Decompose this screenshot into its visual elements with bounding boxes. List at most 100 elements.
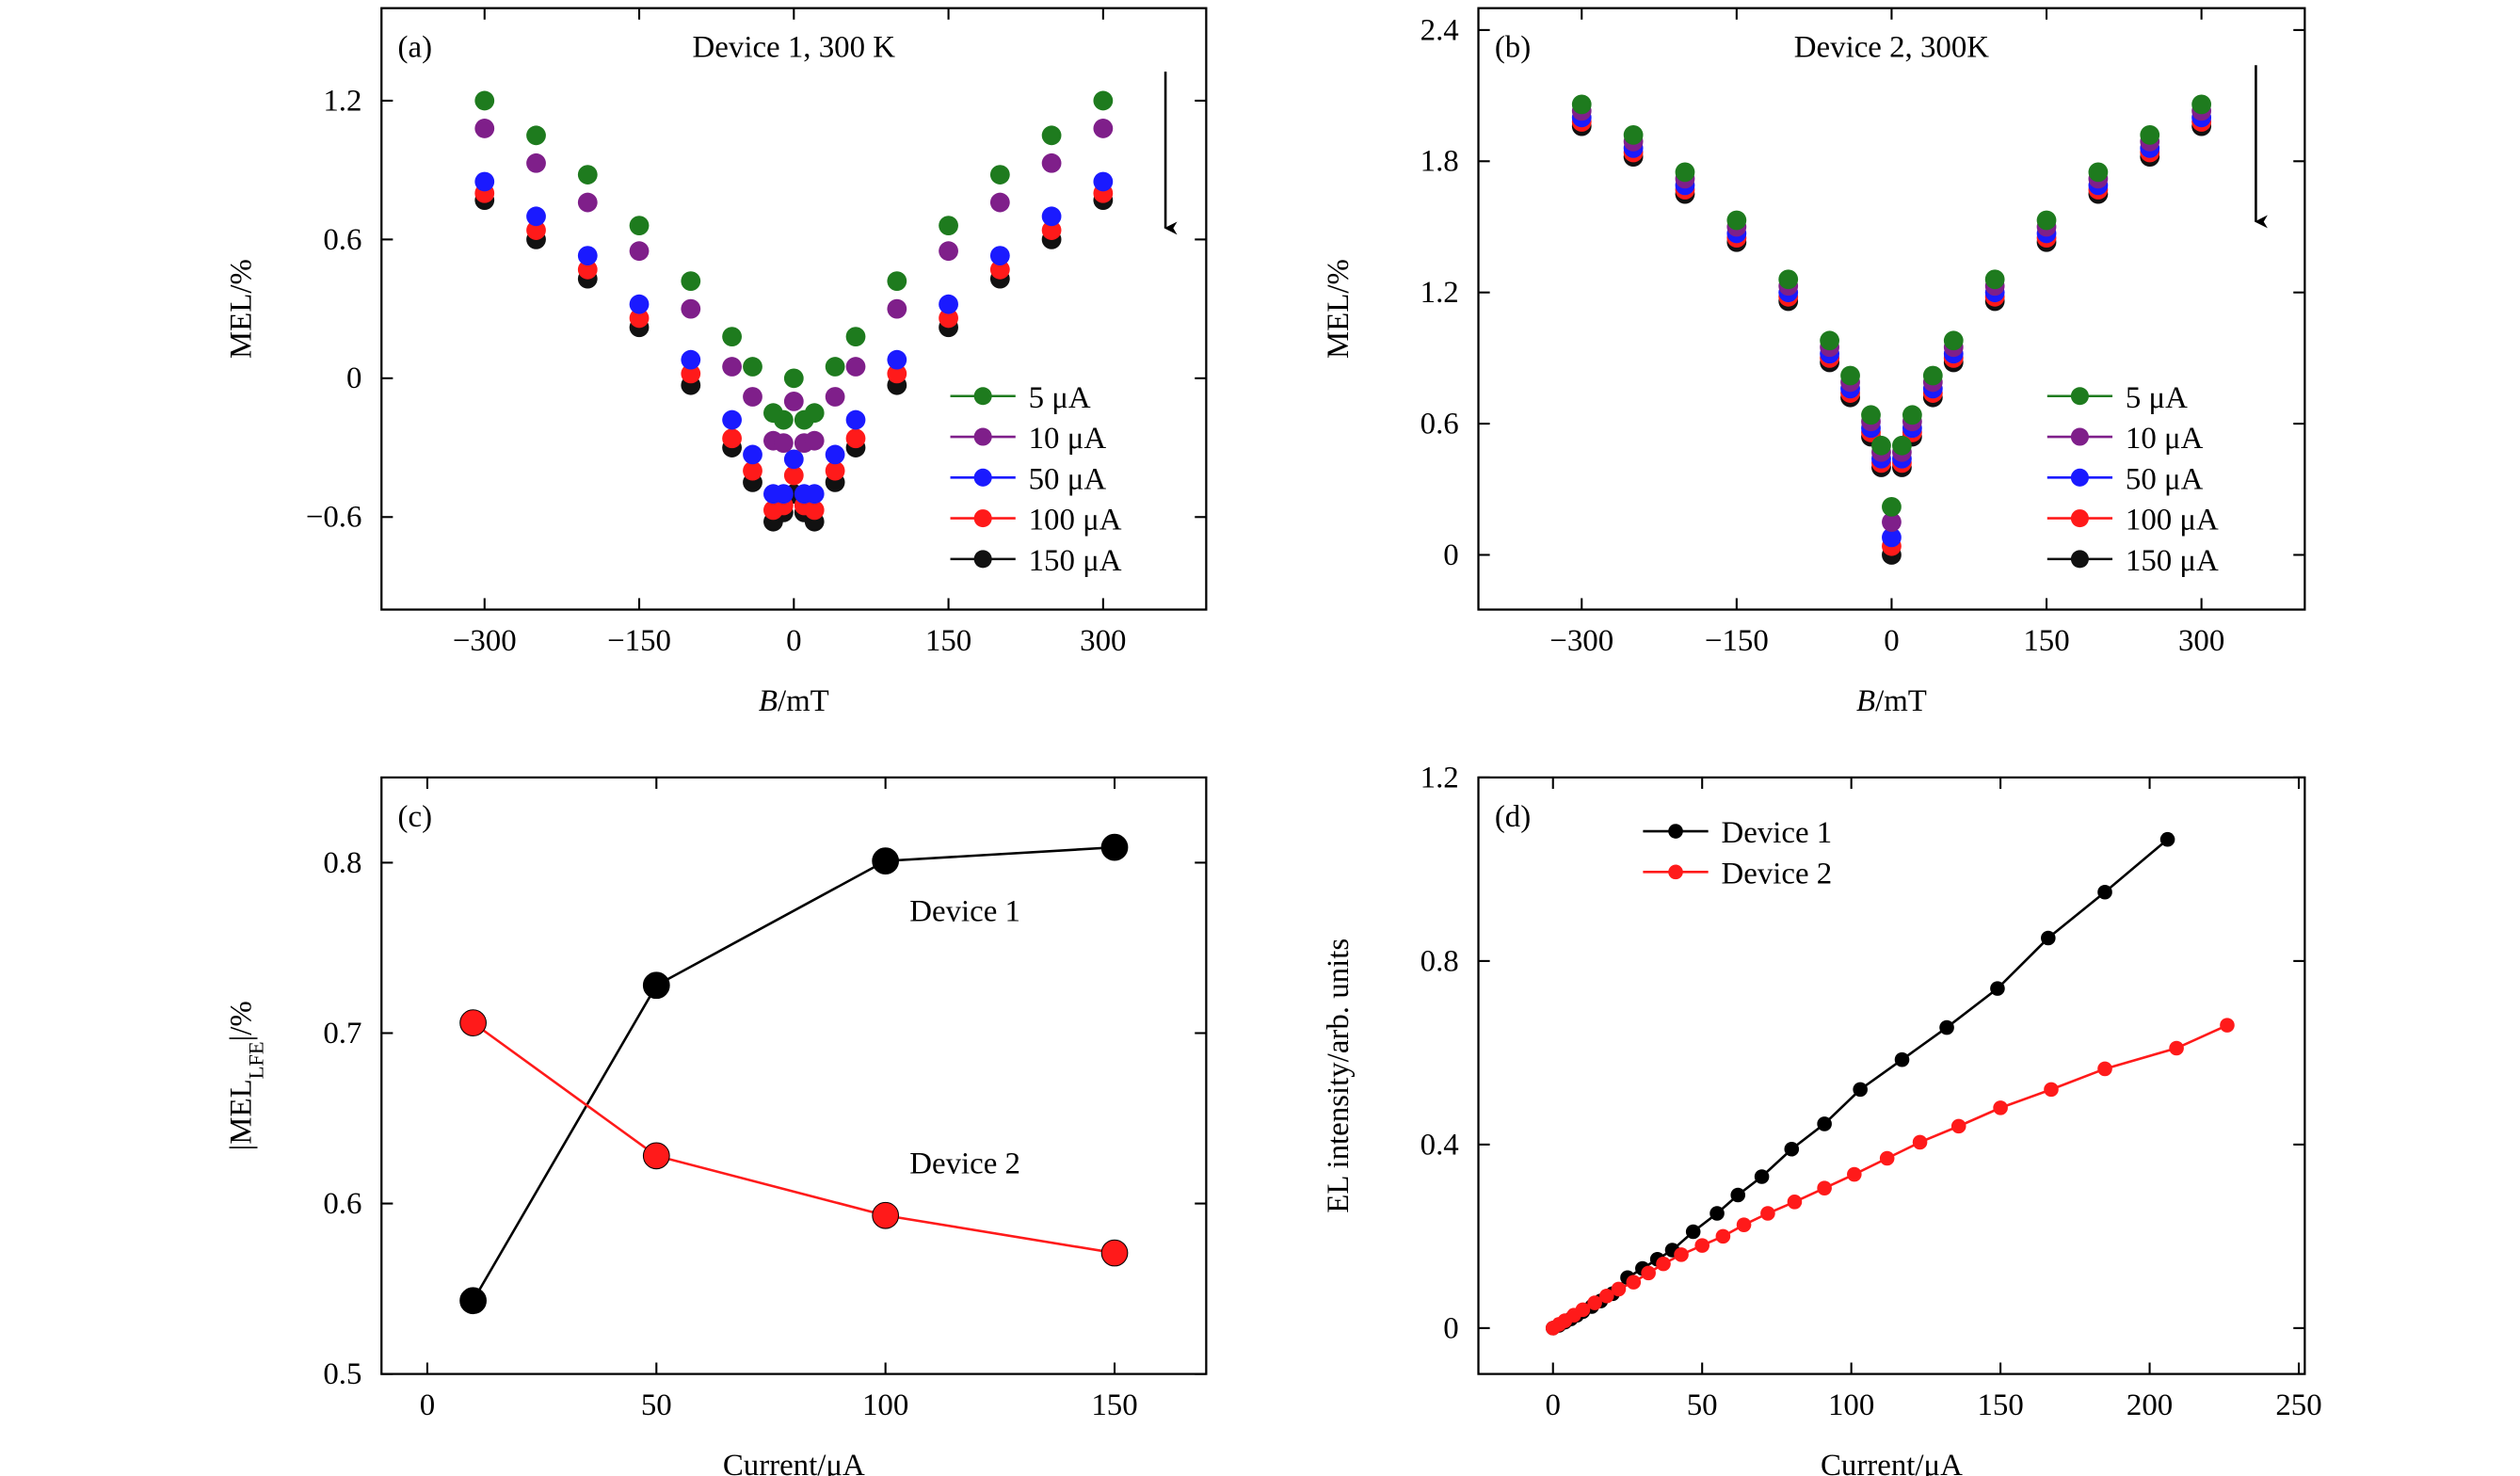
x-tick-label: 0 <box>1546 1388 1561 1422</box>
legend-label: 5 μA <box>1029 381 1091 415</box>
data-point <box>642 971 670 1000</box>
data-point <box>939 294 958 314</box>
data-point <box>1754 1169 1770 1184</box>
x-tick-label: −300 <box>1549 624 1613 658</box>
y-tick-label: 0.8 <box>323 846 361 880</box>
legend-label: 150 μA <box>2126 544 2219 578</box>
data-point <box>2088 162 2109 183</box>
legend-marker <box>973 427 992 446</box>
data-point <box>722 327 742 346</box>
data-point <box>1041 125 1062 146</box>
y-axis-label: MEL/% <box>1322 259 1356 359</box>
x-tick-label: 150 <box>925 624 971 658</box>
label-part: |/% <box>225 1001 259 1041</box>
data-point <box>474 119 495 138</box>
label-part: |MEL <box>225 1079 259 1150</box>
data-point <box>2036 210 2057 231</box>
data-point <box>1871 435 1891 456</box>
legend-label: 50 μA <box>1029 462 1107 496</box>
data-point <box>825 357 845 377</box>
data-point <box>1922 365 1943 386</box>
label-part: MEL/% <box>1322 259 1356 359</box>
series-line <box>472 1021 1116 1255</box>
data-point <box>722 428 742 449</box>
data-point <box>526 152 546 173</box>
data-point <box>1787 1195 1803 1210</box>
legend-marker <box>2070 550 2089 569</box>
data-point <box>1853 1082 1868 1098</box>
data-point <box>526 206 546 227</box>
y-tick-label: 0.5 <box>323 1357 361 1391</box>
data-point <box>845 409 866 430</box>
data-point <box>459 1009 487 1036</box>
data-point <box>681 349 701 370</box>
data-point <box>2140 125 2160 145</box>
data-point <box>1820 330 1839 351</box>
data-point <box>629 308 650 329</box>
data-point <box>773 433 794 454</box>
data-point <box>825 444 845 465</box>
data-point <box>2220 1018 2235 1033</box>
data-point <box>804 430 825 451</box>
legend-marker <box>973 468 992 487</box>
x-tick-label: 150 <box>1977 1388 2023 1422</box>
data-point <box>2044 1082 2059 1098</box>
y-tick-label: 0.6 <box>323 1187 361 1221</box>
data-point <box>1943 330 1964 351</box>
series-line <box>472 845 1116 1302</box>
data-point <box>1840 365 1860 386</box>
x-tick-label: 100 <box>862 1388 908 1422</box>
data-point <box>1100 833 1129 861</box>
data-point <box>1902 405 1922 425</box>
panel-label: (b) <box>1495 31 1531 65</box>
panel-label: (a) <box>398 31 433 65</box>
data-point <box>1675 162 1695 183</box>
data-point <box>1990 981 2005 996</box>
data-point <box>743 444 762 465</box>
data-point <box>1093 171 1114 192</box>
data-point <box>474 90 495 111</box>
data-point <box>681 271 701 292</box>
data-point <box>1587 1295 1602 1310</box>
data-point <box>1598 1288 1614 1304</box>
label-part: LFE <box>244 1041 267 1079</box>
data-point <box>743 460 762 481</box>
data-point <box>1882 496 1902 517</box>
data-point <box>887 298 907 319</box>
annotation: Device 1 <box>909 894 1020 928</box>
data-point <box>1950 1118 1966 1134</box>
legend-label: 150 μA <box>1029 544 1122 578</box>
data-point <box>2169 1040 2184 1056</box>
data-point <box>1778 269 1799 290</box>
data-point <box>577 259 598 280</box>
data-point <box>1626 1275 1642 1290</box>
data-point <box>1715 1228 1731 1244</box>
y-tick-label: 1.2 <box>1421 761 1459 794</box>
data-point <box>1641 1265 1656 1281</box>
data-point <box>804 500 825 521</box>
label-part: B <box>1856 684 1875 718</box>
data-point <box>783 465 804 486</box>
panel-title: Device 2, 300K <box>1794 31 1989 65</box>
legend-marker <box>973 550 992 569</box>
data-point <box>989 165 1010 184</box>
data-point <box>1093 90 1114 111</box>
annotation: Device 2 <box>909 1147 1020 1181</box>
x-tick-label: 250 <box>2275 1388 2321 1422</box>
data-point <box>845 428 866 449</box>
panel-label: (d) <box>1495 800 1531 834</box>
plot-frame <box>1477 776 2306 1375</box>
x-tick-label: 50 <box>1687 1388 1718 1422</box>
data-point <box>629 294 650 314</box>
data-point <box>1892 435 1912 456</box>
plot-frame <box>380 776 1208 1375</box>
data-point <box>783 392 804 411</box>
data-point <box>845 357 866 377</box>
data-point <box>783 368 804 389</box>
data-point <box>825 460 845 481</box>
legend-label: 10 μA <box>1029 422 1107 456</box>
data-point <box>2191 94 2212 115</box>
legend-marker <box>973 387 992 406</box>
y-axis-label: EL intensity/arb. units <box>1322 939 1356 1213</box>
